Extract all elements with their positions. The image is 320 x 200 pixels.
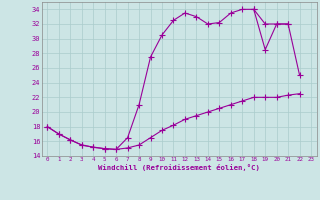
X-axis label: Windchill (Refroidissement éolien,°C): Windchill (Refroidissement éolien,°C) [98,164,260,171]
